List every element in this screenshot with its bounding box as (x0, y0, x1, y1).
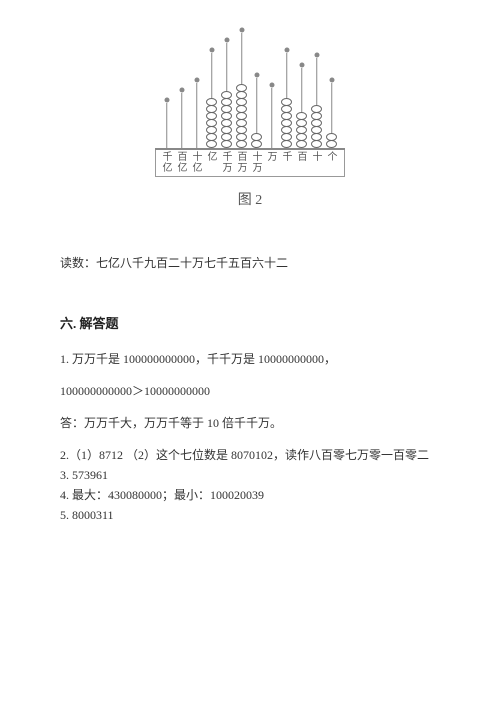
abacus-rod-label: 十万 (250, 152, 265, 174)
answers-block: 1. 万万千是 100000000000，千千万是 10000000000， 1… (60, 350, 440, 524)
abacus-rod-label: 十 (310, 152, 325, 174)
answer-1-line-2: 100000000000＞10000000000 (60, 382, 440, 400)
answer-1-line-3: 答：万万千大，万万千等于 10 倍千千万。 (60, 414, 440, 432)
abacus-rod (279, 30, 294, 148)
section-header: 六. 解答题 (60, 313, 440, 332)
abacus-rod-label: 千亿 (160, 152, 175, 174)
abacus-rod-label: 十亿 (190, 152, 205, 174)
answer-4: 4. 最大：430080000；最小：100020039 (60, 486, 440, 504)
abacus-rod-label: 百万 (235, 152, 250, 174)
abacus-rod (309, 30, 324, 148)
abacus-rod-label: 万 (265, 152, 280, 174)
abacus-figure: 千亿百亿十亿亿千万百万十万万千百十个 图 2 (60, 30, 440, 209)
abacus-rod (294, 30, 309, 148)
abacus-rod (249, 30, 264, 148)
abacus-rod (234, 30, 249, 148)
abacus-rod (324, 30, 339, 148)
abacus-rod (189, 30, 204, 148)
abacus-rod-label: 千万 (220, 152, 235, 174)
abacus-rod-label: 个 (325, 152, 340, 174)
answer-3: 3. 573961 (60, 466, 440, 484)
abacus-rods (155, 30, 345, 150)
abacus-rod-label: 百亿 (175, 152, 190, 174)
reading-line: 读数：七亿八千九百二十万七千五百六十二 (60, 254, 440, 271)
abacus-labels: 千亿百亿十亿亿千万百万十万万千百十个 (155, 150, 345, 177)
abacus-rod (219, 30, 234, 148)
abacus-rod (204, 30, 219, 148)
answer-5: 5. 8000311 (60, 506, 440, 524)
abacus-rod (264, 30, 279, 148)
answer-1-line-1: 1. 万万千是 100000000000，千千万是 10000000000， (60, 350, 440, 368)
abacus: 千亿百亿十亿亿千万百万十万万千百十个 (155, 30, 345, 177)
abacus-rod-label: 千 (280, 152, 295, 174)
abacus-rod (174, 30, 189, 148)
figure-caption: 图 2 (60, 189, 440, 209)
answer-2: 2.（1）8712 （2）这个七位数是 8070102，读作八百零七万零一百零二 (60, 446, 440, 464)
abacus-rod-label: 百 (295, 152, 310, 174)
abacus-rod-label: 亿 (205, 152, 220, 174)
abacus-rod (159, 30, 174, 148)
